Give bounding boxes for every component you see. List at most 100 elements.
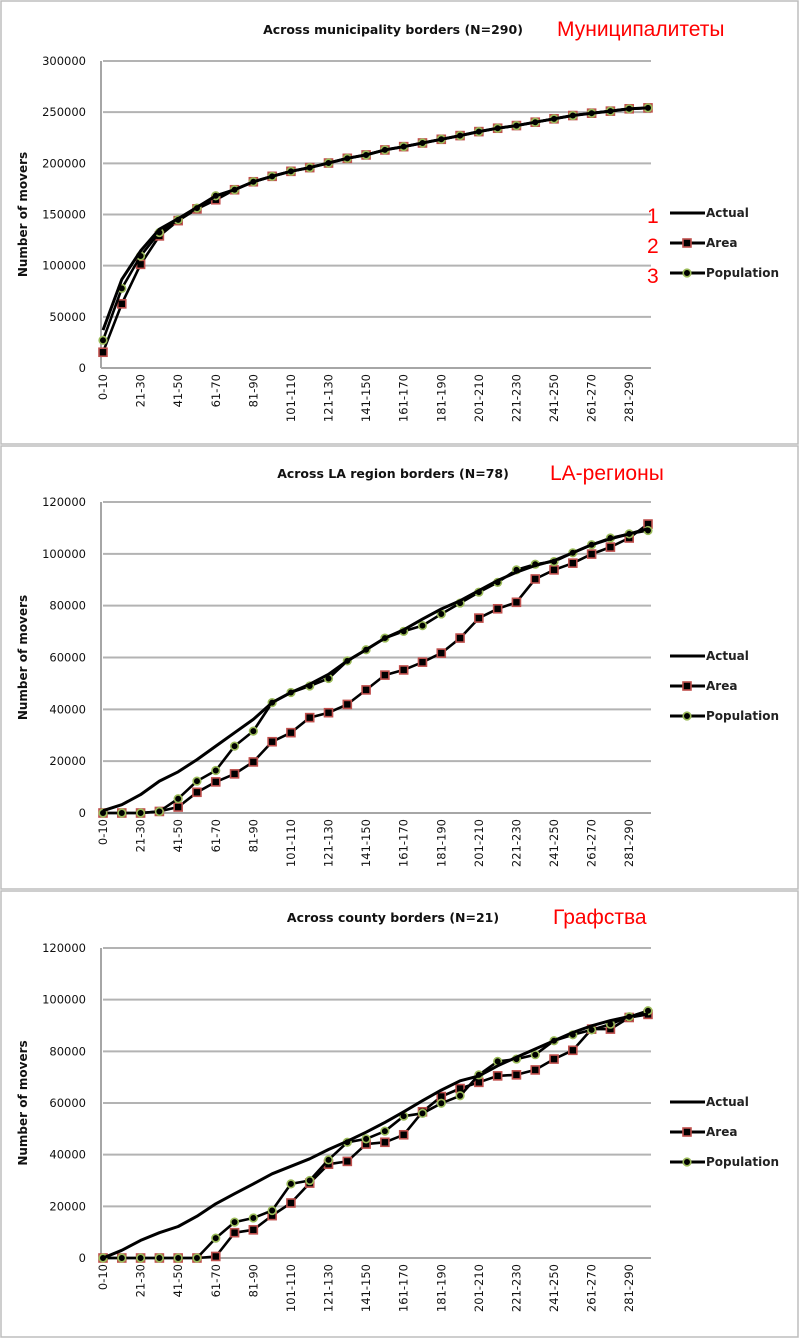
legend-marker xyxy=(682,1127,692,1137)
x-tick-label: 241-250 xyxy=(547,374,561,422)
x-tick-label: 121-130 xyxy=(322,1264,336,1312)
chart-panel-2: Across LA region borders (N=78) LA-регион… xyxy=(0,445,799,890)
y-tick-label: 150000 xyxy=(42,208,86,222)
legend-label: Area xyxy=(706,236,737,250)
series-line-population xyxy=(103,529,649,815)
data-point-population xyxy=(211,1233,221,1243)
legend-label: Area xyxy=(706,1125,737,1139)
data-point-area xyxy=(229,1227,240,1238)
x-tick-label: 201-210 xyxy=(472,1264,486,1312)
x-tick-label: 21-30 xyxy=(134,1264,148,1297)
data-point-area xyxy=(267,736,277,747)
series-population xyxy=(98,525,653,818)
data-point-population xyxy=(267,1205,277,1216)
data-point-population xyxy=(154,1253,164,1263)
series-actual xyxy=(101,106,649,331)
data-point-area xyxy=(210,777,221,787)
y-tick-label: 0 xyxy=(79,806,86,820)
y-tick-label: 50000 xyxy=(49,310,86,324)
x-tick-label: 261-270 xyxy=(585,1264,599,1312)
data-point-population xyxy=(417,621,428,631)
y-tick-label: 100000 xyxy=(42,993,86,1007)
legend-label: Actual xyxy=(706,206,749,220)
data-point-area xyxy=(380,1137,390,1148)
data-point-population xyxy=(361,1134,371,1144)
y-tick-label: 0 xyxy=(79,1251,86,1265)
legend-label: Population xyxy=(706,266,779,280)
y-tick-label: 100000 xyxy=(42,259,86,273)
x-tick-label: 201-210 xyxy=(472,819,486,867)
legend-item-actual: Actual xyxy=(670,1095,749,1109)
panel-border xyxy=(0,890,799,1338)
x-tick-label: 41-50 xyxy=(171,1264,185,1297)
x-tick-label: 181-190 xyxy=(434,819,448,867)
x-tick-label: 101-110 xyxy=(284,1264,298,1312)
data-point-population xyxy=(98,335,108,345)
chart-annotation: Графства xyxy=(553,906,647,929)
data-point-area xyxy=(492,1071,503,1081)
legend-marker xyxy=(682,238,692,248)
legend-number: 3 xyxy=(647,265,659,288)
data-point-area xyxy=(361,685,371,695)
data-point-area xyxy=(398,1129,409,1140)
data-point-area xyxy=(116,299,127,309)
x-tick-label: 121-130 xyxy=(322,819,336,867)
data-point-area xyxy=(342,1156,353,1167)
y-tick-label: 250000 xyxy=(42,105,86,119)
data-point-population xyxy=(173,1253,183,1263)
data-point-population xyxy=(117,808,127,818)
series-actual xyxy=(102,527,649,813)
y-tick-label: 60000 xyxy=(49,651,86,665)
data-point-area xyxy=(98,347,108,358)
data-point-population xyxy=(117,1253,127,1263)
data-point-population xyxy=(380,1126,390,1136)
data-point-area xyxy=(474,613,484,623)
legend-marker xyxy=(682,681,692,691)
data-point-area xyxy=(304,712,315,723)
data-point-area xyxy=(530,1065,541,1075)
x-tick-label: 161-170 xyxy=(397,374,411,422)
data-point-area xyxy=(549,1054,559,1064)
legend-number: 2 xyxy=(647,235,659,258)
legend: Actual Area Population xyxy=(670,649,779,723)
x-tick-label: 281-290 xyxy=(622,374,636,422)
data-point-area xyxy=(511,597,522,608)
x-tick-label: 0-10 xyxy=(96,819,110,845)
x-tick-label: 281-290 xyxy=(622,819,636,867)
series-line-area xyxy=(103,522,649,815)
x-tick-label: 261-270 xyxy=(585,374,599,422)
data-point-area xyxy=(511,1070,522,1080)
y-tick-label: 80000 xyxy=(49,599,86,613)
data-point-area xyxy=(455,633,465,643)
series-line-actual xyxy=(102,527,649,813)
legend-item-population: Population xyxy=(670,709,779,723)
data-point-population xyxy=(286,1179,296,1189)
data-point-area xyxy=(229,769,240,779)
legend-label: Population xyxy=(706,1155,779,1169)
x-tick-label: 221-230 xyxy=(509,1264,523,1312)
data-point-area xyxy=(248,757,259,767)
data-point-area xyxy=(530,574,541,584)
legend-item-area: Area 2 xyxy=(647,235,737,258)
x-tick-label: 21-30 xyxy=(134,819,148,852)
data-point-population xyxy=(229,1217,240,1227)
data-point-population xyxy=(455,1091,465,1101)
data-point-population xyxy=(211,765,221,776)
x-tick-label: 121-130 xyxy=(322,374,336,422)
x-tick-label: 101-110 xyxy=(284,374,298,422)
x-tick-label: 221-230 xyxy=(509,819,523,867)
data-point-population xyxy=(417,1108,428,1118)
data-point-area xyxy=(173,802,183,812)
x-tick-label: 61-70 xyxy=(209,819,223,852)
series-line-population xyxy=(103,1009,649,1260)
data-point-population xyxy=(192,1253,202,1263)
data-point-population xyxy=(135,1253,146,1263)
y-tick-label: 20000 xyxy=(49,754,86,768)
x-tick-label: 241-250 xyxy=(547,1264,561,1312)
y-tick-label: 100000 xyxy=(42,547,86,561)
x-tick-label: 41-50 xyxy=(171,819,185,852)
y-tick-label: 40000 xyxy=(49,1148,86,1162)
data-point-area xyxy=(586,549,597,559)
legend-label: Area xyxy=(706,679,737,693)
x-tick-label: 81-90 xyxy=(246,374,260,407)
